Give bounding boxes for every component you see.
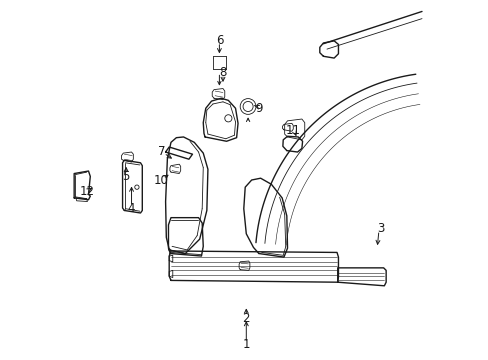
- Text: 11: 11: [285, 124, 300, 137]
- Text: 2: 2: [242, 311, 249, 325]
- Text: 10: 10: [154, 174, 168, 187]
- Text: 3: 3: [376, 222, 384, 235]
- Text: 1: 1: [242, 338, 249, 351]
- Text: 6: 6: [215, 33, 223, 47]
- Text: 7: 7: [158, 145, 165, 158]
- Text: 8: 8: [219, 66, 226, 79]
- Text: 5: 5: [122, 170, 130, 183]
- Text: 9: 9: [255, 102, 262, 115]
- Text: 12: 12: [80, 185, 95, 198]
- Text: 4: 4: [127, 202, 135, 215]
